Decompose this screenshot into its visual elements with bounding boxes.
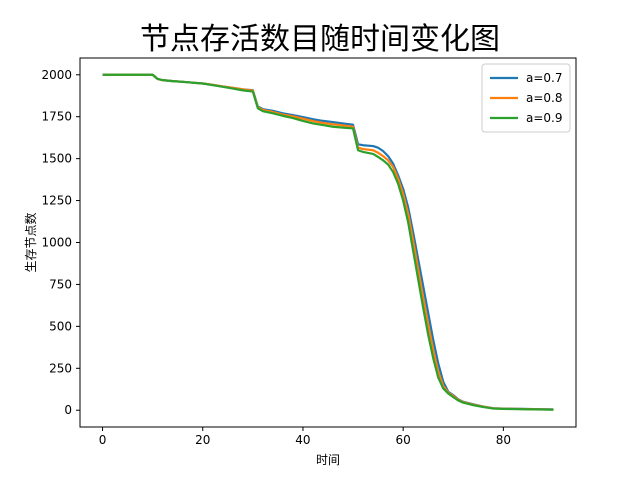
x-tick-label: 20 bbox=[195, 433, 210, 447]
legend: a=0.7 a=0.8 a=0.9 bbox=[481, 63, 571, 133]
y-ticks: 0 250 500 750 1000 1250 1500 1750 2000 bbox=[41, 68, 80, 417]
legend-box bbox=[481, 63, 571, 133]
y-tick-label: 1000 bbox=[41, 236, 72, 250]
chart-title: 节点存活数目随时间变化图 bbox=[140, 22, 500, 57]
x-tick-label: 60 bbox=[396, 433, 411, 447]
legend-entry-label: a=0.9 bbox=[526, 111, 563, 125]
x-axis-label: 时间 bbox=[316, 453, 340, 467]
y-tick-label: 750 bbox=[49, 277, 72, 291]
y-axis-label: 生存节点数 bbox=[23, 212, 38, 272]
y-tick-label: 1750 bbox=[41, 110, 72, 124]
y-tick-label: 0 bbox=[64, 403, 72, 417]
x-tick-label: 0 bbox=[99, 433, 107, 447]
x-tick-label: 40 bbox=[295, 433, 310, 447]
series-line-2 bbox=[102, 73, 554, 411]
y-tick-label: 1250 bbox=[41, 194, 72, 208]
legend-entry-label: a=0.8 bbox=[526, 91, 563, 105]
x-tick-label: 80 bbox=[496, 433, 511, 447]
y-tick-label: 500 bbox=[49, 319, 72, 333]
y-tick-label: 1500 bbox=[41, 152, 72, 166]
x-ticks: 0 20 40 60 80 bbox=[99, 427, 511, 447]
y-tick-label: 2000 bbox=[41, 68, 72, 82]
y-tick-label: 250 bbox=[49, 361, 72, 375]
legend-entry-label: a=0.7 bbox=[526, 71, 563, 85]
series-lines-layer bbox=[102, 73, 554, 411]
